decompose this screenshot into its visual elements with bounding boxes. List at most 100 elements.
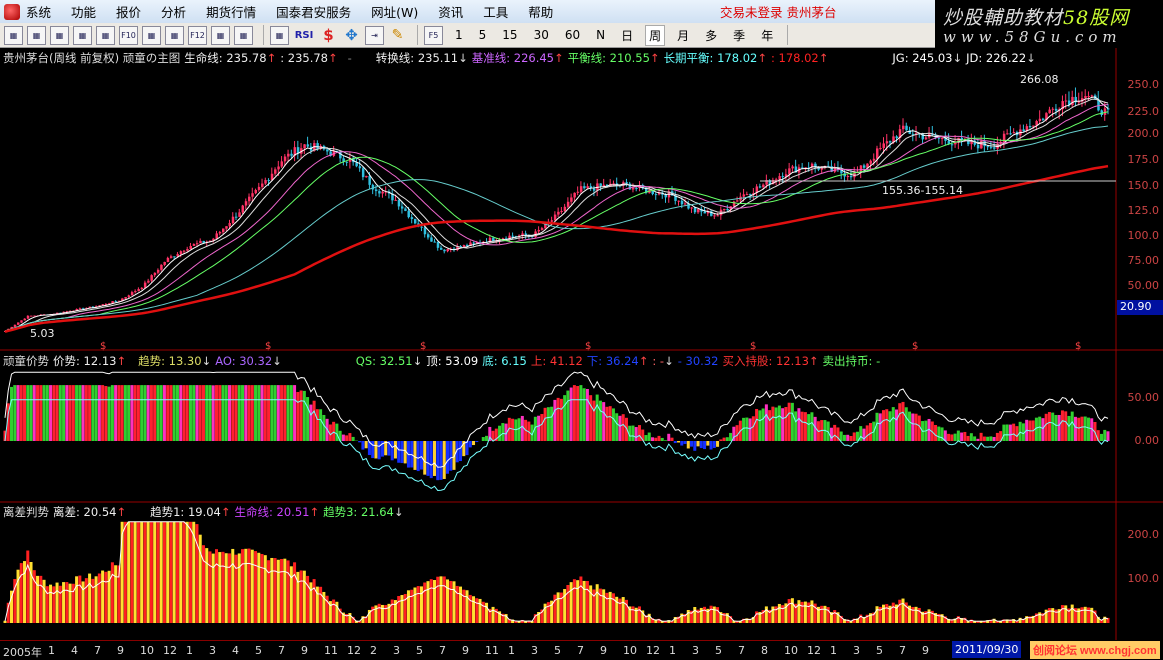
period-15[interactable]: 15 bbox=[502, 28, 518, 42]
oscillator-bar bbox=[1064, 411, 1068, 441]
candle-body bbox=[745, 194, 749, 196]
note-icon[interactable]: ▦ bbox=[142, 25, 161, 45]
menu-item[interactable]: 国泰君安服务 bbox=[276, 5, 352, 20]
period-30[interactable]: 30 bbox=[533, 28, 549, 42]
menu-item[interactable]: 资讯 bbox=[438, 5, 464, 20]
candle-body bbox=[684, 203, 687, 205]
period-年[interactable]: 年 bbox=[761, 28, 774, 43]
period-N[interactable]: N bbox=[596, 28, 606, 42]
oscillator-bar bbox=[904, 407, 908, 441]
x-tick: 4 bbox=[71, 644, 78, 657]
stock-chart[interactable]: 266.08 5.03 155.36-155.14 $ $ $ $ $ $ $ bbox=[0, 48, 1163, 640]
x-tick: 11 bbox=[324, 644, 338, 657]
divergence-bar bbox=[65, 582, 69, 623]
y-tick: 200.0 bbox=[1127, 528, 1160, 541]
oscillator-bar bbox=[582, 388, 586, 441]
candle-body bbox=[781, 176, 785, 178]
list-icon[interactable]: ▦ bbox=[165, 25, 184, 45]
f10-icon[interactable]: F10 bbox=[119, 25, 138, 45]
menu-item[interactable]: 功能 bbox=[71, 5, 97, 20]
export-icon[interactable]: ⇥ bbox=[365, 25, 384, 45]
oscillator-bar bbox=[605, 406, 609, 441]
divergence-bar bbox=[761, 610, 765, 623]
period-日[interactable]: 日 bbox=[621, 28, 634, 43]
oscillator-bar bbox=[52, 385, 56, 441]
wave-icon[interactable]: ▦ bbox=[270, 25, 289, 45]
period-5[interactable]: 5 bbox=[478, 28, 487, 42]
menu-item[interactable]: 系统 bbox=[26, 5, 52, 20]
oscillator-bar bbox=[120, 385, 124, 441]
table-icon[interactable]: ▦ bbox=[27, 25, 46, 45]
oscillator-bar bbox=[950, 434, 954, 441]
oscillator-bar bbox=[618, 415, 622, 441]
line-icon[interactable]: ▦ bbox=[50, 25, 69, 45]
divergence-bar bbox=[790, 598, 794, 623]
divergence-bar bbox=[501, 613, 505, 623]
menu-item[interactable]: 工具 bbox=[483, 5, 509, 20]
f12-icon[interactable]: F12 bbox=[188, 25, 207, 45]
oscillator-bar bbox=[982, 436, 986, 441]
formula-icon[interactable]: ▦ bbox=[211, 25, 230, 45]
menu-item[interactable]: 分析 bbox=[161, 5, 187, 20]
pencil-icon[interactable]: ✎ bbox=[391, 27, 404, 43]
report-icon[interactable]: ▦ bbox=[96, 25, 115, 45]
rsi-icon[interactable]: RSI bbox=[294, 29, 314, 41]
divergence-bar bbox=[605, 592, 609, 623]
oscillator-bar bbox=[175, 385, 179, 441]
oscillator-bar bbox=[127, 385, 131, 441]
period-1[interactable]: 1 bbox=[455, 28, 463, 42]
divergence-bar bbox=[1064, 605, 1068, 623]
menu-item[interactable]: 帮助 bbox=[528, 5, 554, 20]
candle-body bbox=[970, 140, 973, 145]
period-60[interactable]: 60 bbox=[564, 28, 581, 42]
period-多[interactable]: 多 bbox=[705, 28, 718, 43]
indicator-title: 离差判势 bbox=[3, 505, 49, 519]
divergence-bar bbox=[960, 618, 964, 623]
divergence-bar bbox=[491, 606, 495, 623]
candle-body bbox=[511, 235, 515, 237]
divergence-bar bbox=[270, 557, 274, 623]
oscillator-bar bbox=[725, 437, 729, 441]
candle-body bbox=[713, 215, 716, 217]
menu-item[interactable]: 报价 bbox=[116, 5, 142, 20]
move-icon[interactable]: ✥ bbox=[345, 26, 358, 44]
divergence-bar bbox=[862, 616, 866, 623]
divergence-bar bbox=[406, 590, 410, 623]
cursor-price-label: 20.90 bbox=[1117, 300, 1163, 315]
divergence-bar bbox=[953, 618, 957, 623]
menu-item[interactable]: 期货行情 bbox=[206, 5, 257, 20]
divergence-bar bbox=[185, 521, 189, 623]
zoom-icon[interactable]: ▦ bbox=[234, 25, 253, 45]
indicator-value: JG: 245.03↓ bbox=[892, 51, 963, 65]
oscillator-bar bbox=[348, 433, 352, 441]
login-status: 交易未登录 贵州茅台 bbox=[720, 5, 837, 20]
oscillator-bar bbox=[992, 437, 996, 441]
oscillator-bar bbox=[1070, 411, 1074, 441]
menu-item[interactable]: 网址(W) bbox=[371, 5, 419, 20]
divergence-bar bbox=[735, 620, 739, 623]
divergence-bar bbox=[426, 581, 430, 623]
oscillator-bar bbox=[442, 441, 446, 479]
oscillator-bar bbox=[712, 441, 716, 448]
divergence-bar bbox=[117, 565, 121, 623]
candle-body bbox=[160, 264, 163, 270]
divergence-bar bbox=[1090, 607, 1094, 623]
period-周[interactable]: 周 bbox=[645, 24, 666, 46]
divergence-bar bbox=[123, 521, 127, 623]
oscillator-bar bbox=[585, 388, 589, 441]
oscillator-bar bbox=[88, 385, 92, 441]
money-icon[interactable]: $ bbox=[323, 26, 334, 44]
bars-icon[interactable]: ▦ bbox=[73, 25, 92, 45]
candle-body bbox=[1025, 126, 1029, 132]
candle-body bbox=[163, 261, 166, 265]
f5-button[interactable]: F5 bbox=[424, 25, 443, 45]
period-月[interactable]: 月 bbox=[677, 28, 690, 43]
oscillator-bar bbox=[39, 385, 43, 441]
panel3-header: 离差判势 离差: 20.54↑ 趋势1: 19.04↑ 生命线: 20.51↑ 趋势3:… bbox=[3, 504, 408, 520]
period-季[interactable]: 季 bbox=[733, 28, 746, 43]
kline-icon[interactable]: ▦ bbox=[4, 25, 23, 45]
divergence-bar bbox=[127, 521, 131, 623]
candle-body bbox=[326, 149, 329, 152]
divergence-bar bbox=[807, 602, 811, 623]
candle-body bbox=[521, 233, 524, 236]
